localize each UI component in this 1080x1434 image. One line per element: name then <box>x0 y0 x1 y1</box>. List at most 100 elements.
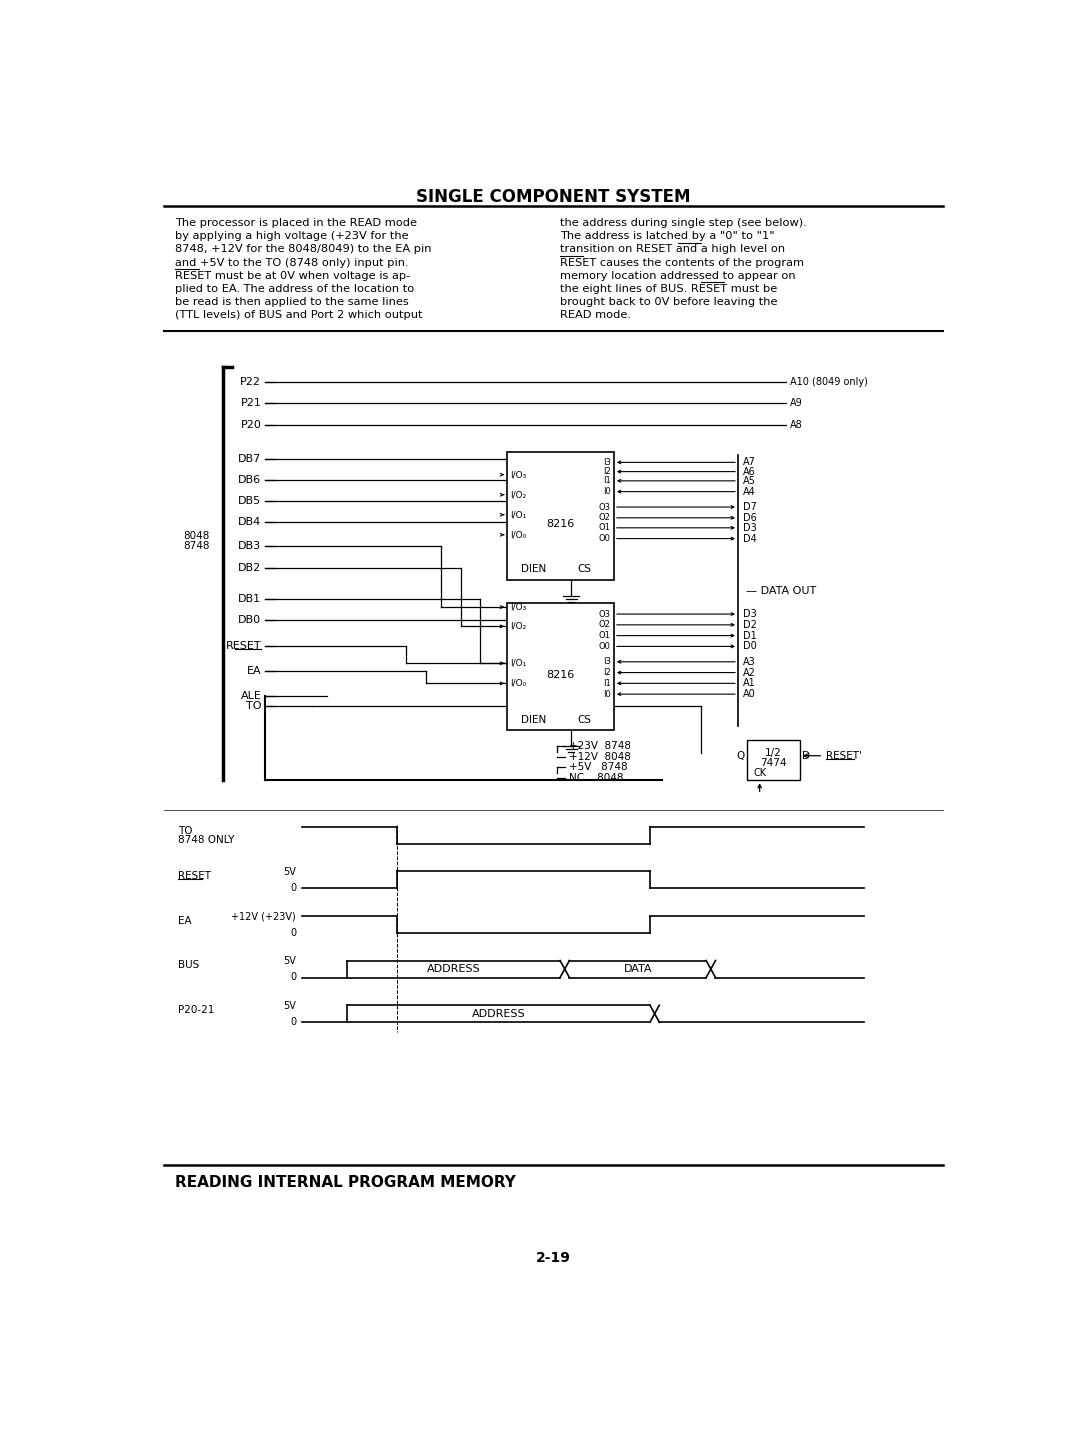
Text: A4: A4 <box>743 486 755 496</box>
Text: I1: I1 <box>603 476 611 485</box>
Text: I2: I2 <box>603 467 611 476</box>
Text: P22: P22 <box>241 377 261 387</box>
Text: DIEN: DIEN <box>522 714 546 724</box>
Text: I1: I1 <box>603 678 611 688</box>
Text: DB7: DB7 <box>238 455 261 465</box>
Text: CS: CS <box>577 565 591 575</box>
Text: A8: A8 <box>789 420 802 430</box>
Text: D3: D3 <box>743 523 756 533</box>
Text: The address is latched by a "0" to "1": The address is latched by a "0" to "1" <box>559 231 774 241</box>
Text: READ mode.: READ mode. <box>559 310 631 320</box>
Text: the eight lines of BUS. RESET must be: the eight lines of BUS. RESET must be <box>559 284 777 294</box>
Bar <box>747 740 800 780</box>
Text: I/O₂: I/O₂ <box>510 622 526 631</box>
Text: (TTL levels) of BUS and Port 2 which output: (TTL levels) of BUS and Port 2 which out… <box>175 310 422 320</box>
Text: I/O₀: I/O₀ <box>510 678 526 688</box>
Text: O0: O0 <box>599 533 611 543</box>
Text: I/O₂: I/O₂ <box>510 490 526 499</box>
Text: I3: I3 <box>603 457 611 467</box>
Text: O3: O3 <box>598 609 611 618</box>
Text: A10 (8049 only): A10 (8049 only) <box>789 377 867 387</box>
Text: by applying a high voltage (+23V for the: by applying a high voltage (+23V for the <box>175 231 409 241</box>
Text: I2: I2 <box>603 668 611 677</box>
Text: brought back to 0V before leaving the: brought back to 0V before leaving the <box>559 297 778 307</box>
Text: D: D <box>802 751 810 761</box>
Text: BUS: BUS <box>178 961 200 971</box>
Text: ADDRESS: ADDRESS <box>472 1008 525 1018</box>
Text: I/O₁: I/O₁ <box>510 511 526 519</box>
Text: 2-19: 2-19 <box>536 1250 571 1265</box>
Text: 0: 0 <box>291 972 296 982</box>
Text: RESET: RESET <box>178 870 212 880</box>
Text: +5V   8748: +5V 8748 <box>569 763 627 773</box>
Text: P20-21: P20-21 <box>178 1005 215 1015</box>
Text: RESET: RESET <box>226 641 261 651</box>
Text: 5V: 5V <box>283 868 296 878</box>
Text: and +5V to the TO (8748 only) input pin.: and +5V to the TO (8748 only) input pin. <box>175 258 409 268</box>
Text: DB3: DB3 <box>239 541 261 551</box>
Text: D6: D6 <box>743 513 756 523</box>
Text: A6: A6 <box>743 466 755 476</box>
Text: 7474: 7474 <box>760 759 787 769</box>
Text: I/O₁: I/O₁ <box>510 658 526 668</box>
Text: Q: Q <box>737 751 745 761</box>
Text: DB4: DB4 <box>238 516 261 526</box>
Text: I3: I3 <box>603 657 611 667</box>
Text: plied to EA. The address of the location to: plied to EA. The address of the location… <box>175 284 415 294</box>
Text: 0: 0 <box>291 928 296 938</box>
Text: RESET must be at 0V when voltage is ap-: RESET must be at 0V when voltage is ap- <box>175 271 410 281</box>
Text: DB5: DB5 <box>239 496 261 506</box>
Text: 1/2: 1/2 <box>766 747 782 757</box>
Text: DB6: DB6 <box>239 475 261 485</box>
Text: ALE: ALE <box>241 691 261 701</box>
Text: A3: A3 <box>743 657 755 667</box>
Bar <box>507 604 613 730</box>
Text: CK: CK <box>754 767 767 777</box>
Text: P20: P20 <box>241 420 261 430</box>
Text: memory location addressed to appear on: memory location addressed to appear on <box>559 271 795 281</box>
Text: 8748 ONLY: 8748 ONLY <box>178 835 234 845</box>
Text: DATA: DATA <box>623 964 652 974</box>
Text: D4: D4 <box>743 533 756 543</box>
Text: A0: A0 <box>743 690 755 700</box>
Text: DB2: DB2 <box>238 564 261 572</box>
Text: 8216: 8216 <box>546 519 575 529</box>
Text: ADDRESS: ADDRESS <box>427 964 481 974</box>
Text: +12V  8048: +12V 8048 <box>569 751 631 761</box>
Text: 8216: 8216 <box>546 670 575 680</box>
Text: I/O₀: I/O₀ <box>510 531 526 539</box>
Text: O2: O2 <box>599 513 611 522</box>
Text: O3: O3 <box>598 502 611 512</box>
Text: O2: O2 <box>599 621 611 630</box>
Text: A2: A2 <box>743 668 756 678</box>
Text: O1: O1 <box>599 631 611 640</box>
Text: +12V (+23V): +12V (+23V) <box>231 912 296 922</box>
Text: CS: CS <box>577 714 591 724</box>
Bar <box>507 452 613 581</box>
Text: the address during single step (see below).: the address during single step (see belo… <box>559 218 807 228</box>
Text: 0: 0 <box>291 1017 296 1027</box>
Text: O0: O0 <box>599 642 611 651</box>
Text: A1: A1 <box>743 678 755 688</box>
Text: 5V: 5V <box>283 956 296 967</box>
Text: READING INTERNAL PROGRAM MEMORY: READING INTERNAL PROGRAM MEMORY <box>175 1174 516 1190</box>
Text: NC    8048: NC 8048 <box>569 773 623 783</box>
Text: D0: D0 <box>743 641 756 651</box>
Text: DB0: DB0 <box>239 615 261 625</box>
Text: be read is then applied to the same lines: be read is then applied to the same line… <box>175 297 409 307</box>
Text: I0: I0 <box>603 488 611 496</box>
Text: I/O₃: I/O₃ <box>510 470 526 479</box>
Text: D3: D3 <box>743 609 756 619</box>
Text: O1: O1 <box>599 523 611 532</box>
Text: I/O₃: I/O₃ <box>510 602 526 612</box>
Text: transition on RESET and a high level on: transition on RESET and a high level on <box>559 244 785 254</box>
Text: A5: A5 <box>743 476 756 486</box>
Text: 0: 0 <box>291 883 296 893</box>
Text: DIEN: DIEN <box>522 565 546 575</box>
Text: P21: P21 <box>241 399 261 409</box>
Text: TO: TO <box>246 701 261 711</box>
Text: +23V  8748: +23V 8748 <box>569 741 631 751</box>
Text: 8048: 8048 <box>183 531 210 541</box>
Text: TO: TO <box>178 826 193 836</box>
Text: EA: EA <box>178 915 192 925</box>
